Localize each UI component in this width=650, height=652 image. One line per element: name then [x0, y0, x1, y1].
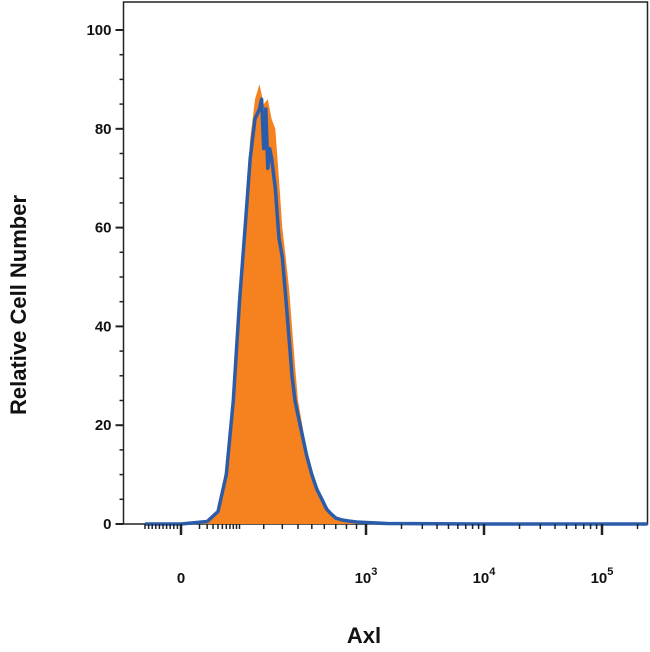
fill-layer — [145, 84, 648, 525]
y-tick-label-80: 80 — [95, 121, 112, 138]
y-tick-label-20: 20 — [95, 417, 112, 434]
x-tick-label-0: 0 — [177, 570, 185, 587]
y-tick-label-40: 40 — [95, 318, 112, 335]
y-tick-label-60: 60 — [95, 220, 112, 237]
series-0-area — [145, 84, 648, 525]
plot-frame — [122, 1, 649, 525]
x-tick-label-3: 105 — [591, 566, 614, 587]
x-tick-label-1: 103 — [355, 566, 378, 587]
line-layer — [145, 97, 648, 526]
y-tick-label-100: 100 — [86, 22, 111, 39]
y-axis-title: Relative Cell Number — [6, 195, 31, 416]
y-axis: 0 20 40 60 80 100 — [86, 22, 124, 533]
x-tick-label-2: 104 — [473, 566, 497, 587]
y-tick-label-0: 0 — [103, 516, 111, 533]
series-1-line — [145, 97, 648, 526]
x-axis: 0 103 104 105 — [144, 524, 639, 587]
x-axis-title: Axl — [347, 623, 381, 648]
